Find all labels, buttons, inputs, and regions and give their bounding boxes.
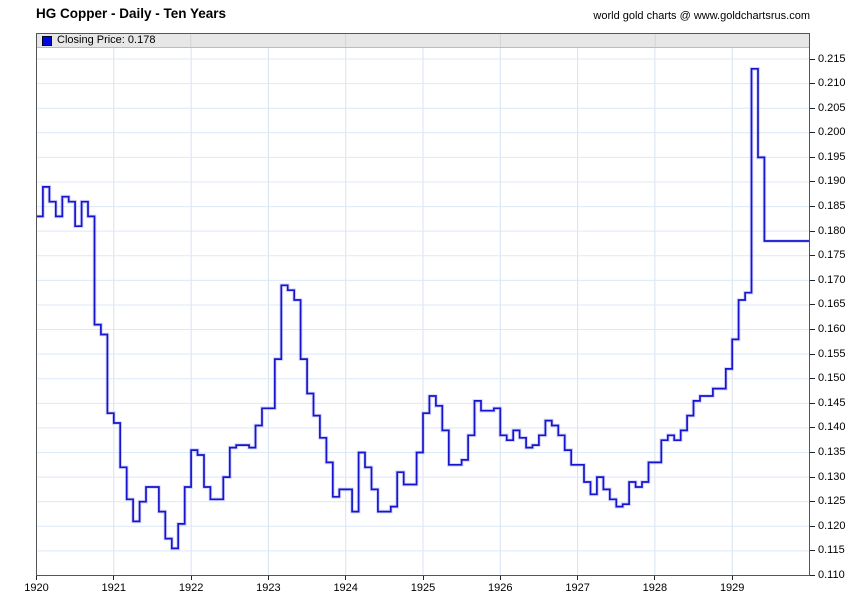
x-axis-tick bbox=[422, 576, 424, 580]
y-axis-tick bbox=[810, 402, 815, 404]
x-axis-tick bbox=[190, 576, 192, 580]
x-axis-label: 1929 bbox=[719, 582, 745, 594]
x-axis-label: 1921 bbox=[101, 582, 127, 594]
y-axis-tick bbox=[810, 427, 815, 429]
x-axis-label: 1925 bbox=[410, 582, 436, 594]
chart-area: Closing Price: 0.178 bbox=[36, 33, 810, 576]
closing-price-line bbox=[36, 67, 810, 550]
y-axis-tick bbox=[810, 181, 815, 183]
y-axis-label: 0.110 bbox=[818, 569, 845, 581]
y-axis-label: 0.145 bbox=[818, 396, 846, 409]
y-axis-label: 0.190 bbox=[818, 175, 846, 188]
x-axis-label: 1923 bbox=[256, 582, 281, 594]
y-axis-label: 0.120 bbox=[818, 519, 846, 532]
y-axis-label: 0.115 bbox=[818, 544, 845, 557]
x-axis-label: 1926 bbox=[488, 582, 513, 594]
y-axis-tick bbox=[810, 230, 815, 232]
y-axis-label: 0.150 bbox=[818, 372, 846, 385]
legend: Closing Price: 0.178 bbox=[37, 34, 155, 47]
x-axis-label: 1920 bbox=[24, 582, 49, 594]
y-axis-tick bbox=[810, 279, 815, 281]
y-axis-label: 0.160 bbox=[818, 323, 846, 336]
y-axis-label: 0.170 bbox=[818, 273, 846, 286]
y-axis-tick bbox=[810, 156, 815, 158]
y-axis-tick bbox=[810, 132, 815, 134]
y-axis-tick bbox=[810, 550, 815, 552]
x-axis-tick bbox=[345, 576, 347, 580]
y-axis-tick bbox=[810, 206, 815, 208]
y-axis-tick bbox=[810, 83, 815, 85]
x-axis-tick bbox=[36, 576, 37, 580]
y-axis-tick bbox=[810, 304, 815, 306]
y-axis-tick bbox=[810, 525, 815, 527]
y-axis-label: 0.175 bbox=[818, 249, 846, 262]
x-axis-label: 1928 bbox=[642, 582, 668, 594]
y-axis-tick bbox=[810, 329, 815, 331]
y-axis-label: 0.185 bbox=[818, 200, 846, 213]
y-axis-tick bbox=[810, 378, 815, 380]
x-axis-label: 1927 bbox=[565, 582, 590, 594]
page-title: HG Copper - Daily - Ten Years bbox=[36, 6, 227, 21]
x-axis-label: 1924 bbox=[333, 582, 358, 594]
y-axis-label: 0.125 bbox=[818, 495, 846, 508]
y-axis-tick bbox=[810, 255, 815, 257]
y-axis-tick bbox=[810, 476, 815, 478]
y-axis-label: 0.205 bbox=[818, 101, 846, 114]
y-axis-tick bbox=[810, 353, 815, 355]
watermark-text: world gold charts @ www.goldchartsrus.co… bbox=[593, 10, 810, 22]
y-axis-tick bbox=[810, 58, 815, 60]
y-axis-label: 0.135 bbox=[818, 446, 846, 459]
y-axis-label: 0.165 bbox=[818, 298, 846, 311]
y-axis-label: 0.200 bbox=[818, 126, 846, 139]
legend-bar-background bbox=[37, 34, 809, 47]
x-axis-tick bbox=[267, 576, 269, 580]
x-axis-tick bbox=[113, 576, 115, 580]
x-axis-label: 1922 bbox=[178, 582, 204, 594]
y-axis-label: 0.195 bbox=[818, 150, 846, 163]
y-axis-label: 0.140 bbox=[818, 421, 846, 434]
price-chart-canvas bbox=[36, 33, 810, 576]
x-axis-tick bbox=[731, 576, 733, 580]
x-axis-tick bbox=[577, 576, 579, 580]
y-axis-label: 0.215 bbox=[818, 52, 846, 65]
legend-label: Closing Price: 0.178 bbox=[57, 34, 156, 46]
plot-border bbox=[36, 33, 810, 576]
x-axis-tick bbox=[654, 576, 656, 580]
y-axis-label: 0.180 bbox=[818, 224, 846, 237]
y-axis-tick bbox=[810, 501, 815, 503]
y-axis-label: 0.155 bbox=[818, 347, 846, 360]
legend-color-swatch bbox=[42, 35, 52, 46]
y-axis-tick bbox=[810, 107, 815, 109]
x-axis-tick bbox=[499, 576, 501, 580]
y-axis-label: 0.210 bbox=[818, 77, 846, 90]
y-axis-tick bbox=[810, 575, 815, 576]
y-axis-tick bbox=[810, 452, 815, 454]
y-axis-label: 0.130 bbox=[818, 470, 846, 483]
